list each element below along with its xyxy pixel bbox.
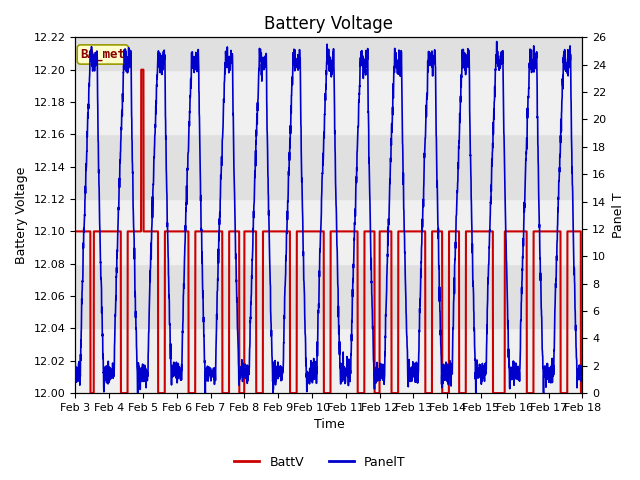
Bar xyxy=(76,70,582,134)
Y-axis label: Battery Voltage: Battery Voltage xyxy=(15,167,28,264)
Bar xyxy=(76,264,582,328)
Text: BA_met: BA_met xyxy=(81,48,125,61)
Title: Battery Voltage: Battery Voltage xyxy=(264,15,394,33)
Legend: BattV, PanelT: BattV, PanelT xyxy=(229,451,411,474)
Bar xyxy=(76,37,582,70)
Bar xyxy=(76,328,582,393)
X-axis label: Time: Time xyxy=(314,419,344,432)
Y-axis label: Panel T: Panel T xyxy=(612,192,625,238)
Bar xyxy=(76,199,582,264)
Bar xyxy=(76,134,582,199)
